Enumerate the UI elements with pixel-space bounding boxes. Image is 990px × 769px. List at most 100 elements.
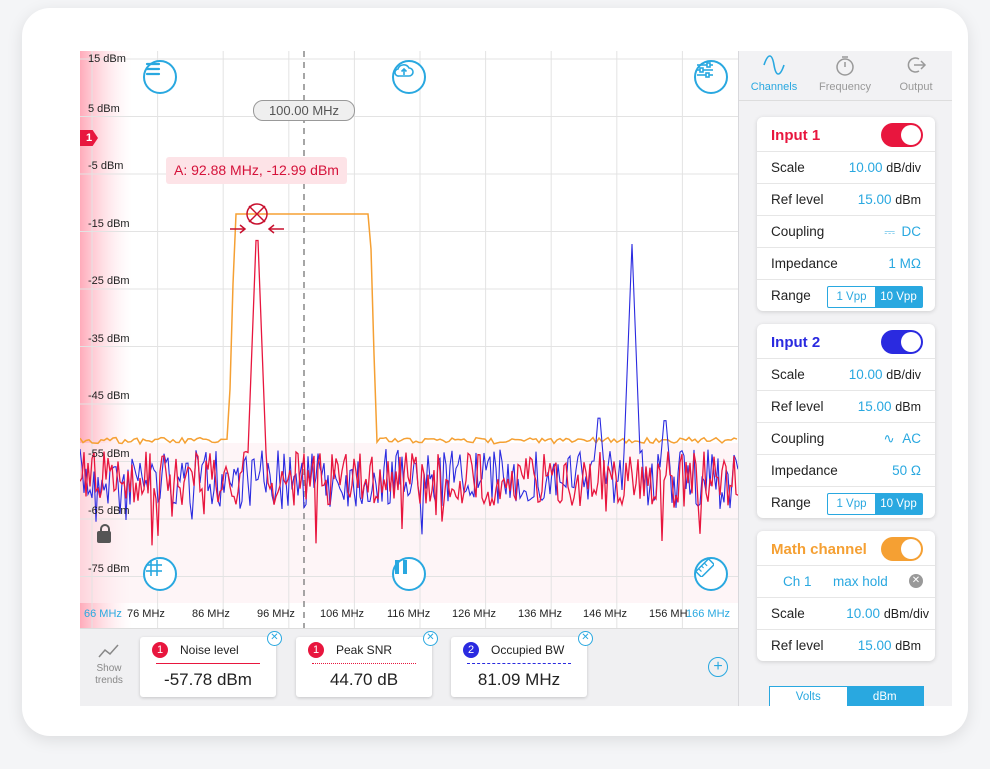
row-unit: dB/div	[886, 368, 921, 382]
row-label: Ref level	[771, 638, 824, 653]
range-option[interactable]: 1 Vpp	[836, 498, 867, 510]
range-option[interactable]: 1 Vpp	[836, 291, 867, 303]
row-label: Impedance	[771, 463, 838, 478]
range-selector: 1 Vpp 10 Vpp	[827, 493, 923, 515]
measurement-value: 81.09 MHz	[477, 670, 561, 689]
menu-button[interactable]	[143, 60, 177, 94]
sliders-icon	[697, 62, 713, 78]
ref-level-row[interactable]: Ref level 15.00 dBm	[757, 391, 935, 423]
units-dbm-option[interactable]: dBm	[846, 687, 923, 706]
trends-label-1: Show	[96, 663, 122, 674]
measurement-value: 44.70 dB	[329, 670, 399, 689]
grid-button[interactable]	[143, 557, 177, 591]
ref-level-row[interactable]: Ref level 15.00 dBm	[757, 630, 935, 661]
math-source[interactable]: Ch 1	[783, 574, 812, 589]
show-trends-button[interactable]: Show trends	[88, 643, 130, 687]
upload-button[interactable]	[392, 60, 426, 94]
device-frame: 15 dBm 5 dBm -5 dBm -15 dBm -25 dBm -35 …	[22, 8, 968, 736]
measurement-card[interactable]: 1 Peak SNR 44.70 dB ✕	[296, 631, 438, 697]
math-channel-toggle[interactable]	[881, 537, 923, 561]
coupling-row[interactable]: Coupling ⎓ DC	[757, 216, 935, 248]
settings-sidebar: Channels Frequency Output Input 1 Scale 1…	[738, 51, 952, 706]
trend-chart-icon	[98, 644, 119, 658]
y-label: 5 dBm	[88, 103, 120, 115]
row-label: Coupling	[771, 224, 825, 239]
row-unit: dBm	[895, 639, 921, 653]
row-unit: dBm	[895, 193, 921, 207]
panel-title: Input 1	[771, 127, 821, 144]
pause-button[interactable]	[392, 557, 426, 591]
panel-title: Math channel	[771, 541, 867, 558]
coupling-row[interactable]: Coupling ∿ AC	[757, 423, 935, 455]
x-label-end: 166 MHz	[686, 608, 731, 620]
dc-coupling-icon: ⎓	[884, 224, 895, 239]
row-unit: dB/div	[886, 161, 921, 175]
ch1-trace	[80, 239, 738, 546]
math-trace	[80, 213, 738, 446]
measure-button[interactable]	[694, 557, 728, 591]
input-1-toggle[interactable]	[881, 123, 923, 147]
lock-icon[interactable]	[97, 524, 111, 543]
tab-label: Frequency	[819, 81, 871, 93]
y-label: -25 dBm	[88, 275, 130, 287]
y-label: -55 dBm	[88, 448, 130, 460]
row-label: Coupling	[771, 431, 825, 446]
close-icon[interactable]: ✕	[423, 631, 438, 646]
pause-icon	[395, 560, 407, 574]
units-volts-option[interactable]: Volts	[795, 691, 821, 703]
add-measurement-button[interactable]: +	[708, 657, 728, 677]
y-label: -45 dBm	[88, 390, 130, 402]
math-operation[interactable]: max hold	[833, 574, 888, 589]
center-frequency-pill[interactable]: 100.00 MHz	[253, 100, 355, 121]
measurement-value: -57.78 dBm	[164, 670, 252, 689]
tab-label: Channels	[750, 81, 798, 93]
clear-icon[interactable]: ✕	[909, 574, 923, 588]
row-label: Range	[771, 288, 811, 303]
x-label: 96 MHz	[257, 608, 295, 620]
spectrum-plot[interactable]: 15 dBm 5 dBm -5 dBm -15 dBm -25 dBm -35 …	[80, 51, 738, 628]
channel-1-ref-tag[interactable]: 1	[80, 130, 98, 146]
row-label: Scale	[771, 606, 805, 621]
measurement-card[interactable]: 1 Noise level -57.78 dBm ✕	[140, 631, 282, 697]
close-icon[interactable]: ✕	[578, 631, 593, 646]
scale-row[interactable]: Scale 10.00 dB/div	[757, 152, 935, 184]
row-label: Range	[771, 495, 811, 510]
x-label: 126 MHz	[452, 608, 497, 620]
ac-coupling-icon: ∿	[883, 431, 895, 446]
range-option-selected[interactable]: 10 Vpp	[875, 494, 922, 514]
tab-frequency[interactable]: Frequency	[810, 55, 880, 93]
measurement-card[interactable]: 2 Occupied BW 81.09 MHz ✕	[451, 631, 593, 697]
x-label: 76 MHz	[127, 608, 165, 620]
row-value: DC	[901, 224, 922, 239]
scale-row[interactable]: Scale 10.00 dB/div	[757, 359, 935, 391]
measurement-underline	[312, 663, 416, 664]
input-2-toggle[interactable]	[881, 330, 923, 354]
x-label-start: 66 MHz	[84, 608, 122, 620]
panel-title: Input 2	[771, 334, 821, 351]
panel-header: Math channel	[757, 531, 935, 566]
math-expression-row[interactable]: Ch 1 max hold ✕	[757, 566, 935, 598]
tab-output[interactable]: Output	[881, 55, 951, 93]
channel-badge: 1	[308, 642, 324, 658]
measurement-title: Noise level	[180, 643, 239, 657]
ruler-icon	[696, 559, 714, 577]
marker-a-label[interactable]: A: 92.88 MHz, -12.99 dBm	[166, 157, 347, 184]
tab-channels[interactable]: Channels	[739, 55, 809, 93]
scale-row[interactable]: Scale 10.00 dBm/div	[757, 598, 935, 630]
spectrum-svg	[80, 51, 738, 628]
settings-button[interactable]	[694, 60, 728, 94]
sidebar-tabs: Channels Frequency Output	[739, 51, 952, 101]
range-row: Range 1 Vpp 10 Vpp	[757, 487, 935, 518]
row-value: 10.00	[846, 606, 881, 621]
impedance-row[interactable]: Impedance 1 MΩ	[757, 248, 935, 280]
sine-wave-icon	[739, 55, 809, 81]
ref-level-row[interactable]: Ref level 15.00 dBm	[757, 184, 935, 216]
impedance-row[interactable]: Impedance 50 Ω	[757, 455, 935, 487]
input-1-panel: Input 1 Scale 10.00 dB/div Ref level 15.00…	[757, 117, 935, 311]
menu-icon	[145, 62, 161, 76]
y-label: -65 dBm	[88, 505, 130, 517]
close-icon[interactable]: ✕	[267, 631, 282, 646]
measurement-title: Occupied BW	[491, 643, 565, 657]
range-option-selected[interactable]: 10 Vpp	[875, 287, 922, 307]
app-screen: 15 dBm 5 dBm -5 dBm -15 dBm -25 dBm -35 …	[80, 51, 952, 706]
